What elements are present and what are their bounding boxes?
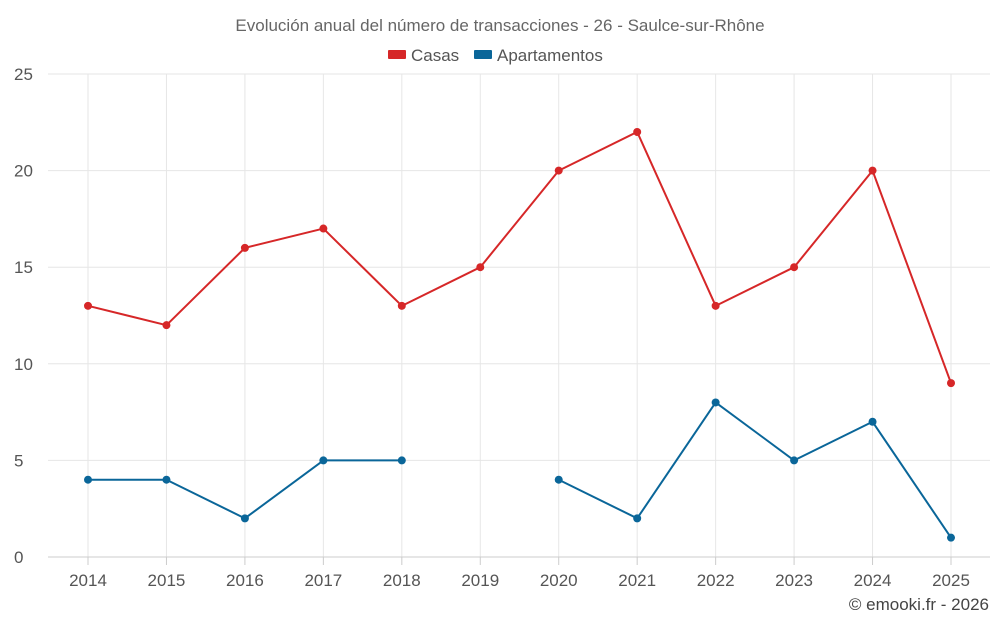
- x-tick-label: 2022: [697, 571, 735, 590]
- x-tick-label: 2015: [148, 571, 186, 590]
- credit-text: © emooki.fr - 2026: [849, 595, 989, 614]
- y-tick-label: 25: [14, 65, 33, 84]
- legend: Casas Apartamentos: [388, 46, 603, 65]
- data-point[interactable]: [868, 166, 877, 175]
- x-tick-label: 2014: [69, 571, 107, 590]
- data-point[interactable]: [240, 243, 249, 252]
- series-line: [558, 401, 952, 539]
- data-point[interactable]: [711, 398, 720, 407]
- x-tick-label: 2020: [540, 571, 578, 590]
- data-point[interactable]: [162, 321, 171, 330]
- data-point[interactable]: [397, 456, 406, 465]
- data-point[interactable]: [711, 301, 720, 310]
- legend-item-apartamentos[interactable]: Apartamentos: [474, 46, 603, 65]
- legend-item-casas[interactable]: Casas: [388, 46, 459, 65]
- x-tick-label: 2019: [461, 571, 499, 590]
- data-point[interactable]: [397, 301, 406, 310]
- x-tick-label: 2016: [226, 571, 264, 590]
- chart-title: Evolución anual del número de transaccio…: [235, 16, 764, 35]
- data-point[interactable]: [554, 475, 563, 484]
- data-point[interactable]: [554, 166, 563, 175]
- legend-label: Casas: [411, 46, 459, 65]
- x-tick-label: 2018: [383, 571, 421, 590]
- data-point[interactable]: [947, 379, 955, 388]
- x-tick-label: 2023: [775, 571, 813, 590]
- x-tick-label: 2021: [618, 571, 656, 590]
- data-point[interactable]: [633, 127, 642, 136]
- y-tick-label: 0: [14, 548, 23, 567]
- series-apartamentos: [84, 398, 955, 542]
- data-point[interactable]: [319, 224, 328, 233]
- y-tick-label: 10: [14, 355, 33, 374]
- data-point[interactable]: [790, 263, 799, 272]
- legend-swatch: [474, 50, 492, 59]
- data-point[interactable]: [162, 475, 171, 484]
- data-point[interactable]: [240, 514, 249, 523]
- legend-label: Apartamentos: [497, 46, 603, 65]
- data-point[interactable]: [84, 475, 92, 484]
- series-line: [87, 130, 952, 384]
- data-point[interactable]: [790, 456, 799, 465]
- legend-swatch: [388, 50, 406, 59]
- x-tick-label: 2024: [854, 571, 892, 590]
- data-point[interactable]: [633, 514, 642, 523]
- grid: [48, 73, 990, 557]
- x-tick-label: 2017: [304, 571, 342, 590]
- y-tick-label: 20: [14, 162, 33, 181]
- y-tick-label: 15: [14, 258, 33, 277]
- x-tick-label: 2025: [932, 571, 970, 590]
- data-point[interactable]: [319, 456, 328, 465]
- data-point[interactable]: [947, 533, 955, 542]
- series-layer: [84, 127, 955, 542]
- data-point[interactable]: [868, 417, 877, 426]
- data-point[interactable]: [476, 263, 485, 272]
- y-tick-label: 5: [14, 451, 23, 470]
- series-casas: [84, 127, 955, 388]
- data-point[interactable]: [84, 301, 92, 310]
